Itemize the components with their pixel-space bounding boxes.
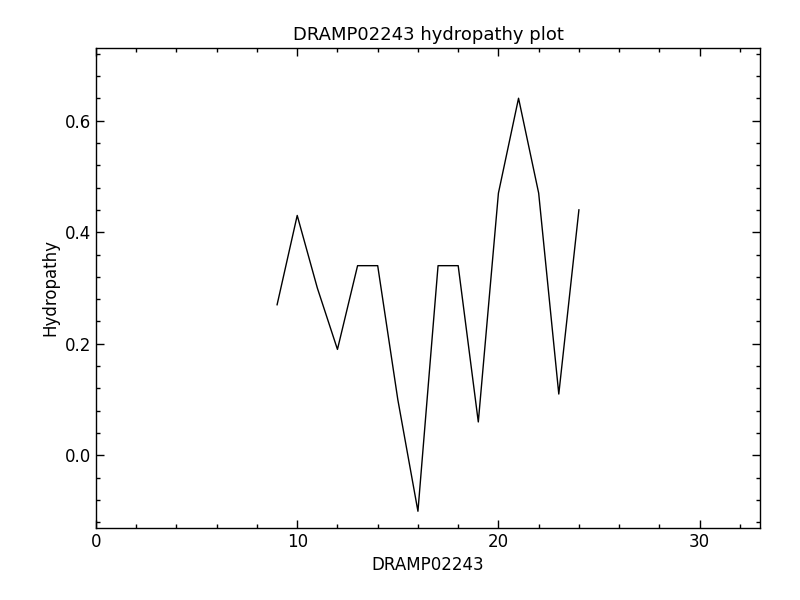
- Title: DRAMP02243 hydropathy plot: DRAMP02243 hydropathy plot: [293, 26, 563, 44]
- Y-axis label: Hydropathy: Hydropathy: [42, 239, 59, 337]
- X-axis label: DRAMP02243: DRAMP02243: [372, 556, 484, 574]
